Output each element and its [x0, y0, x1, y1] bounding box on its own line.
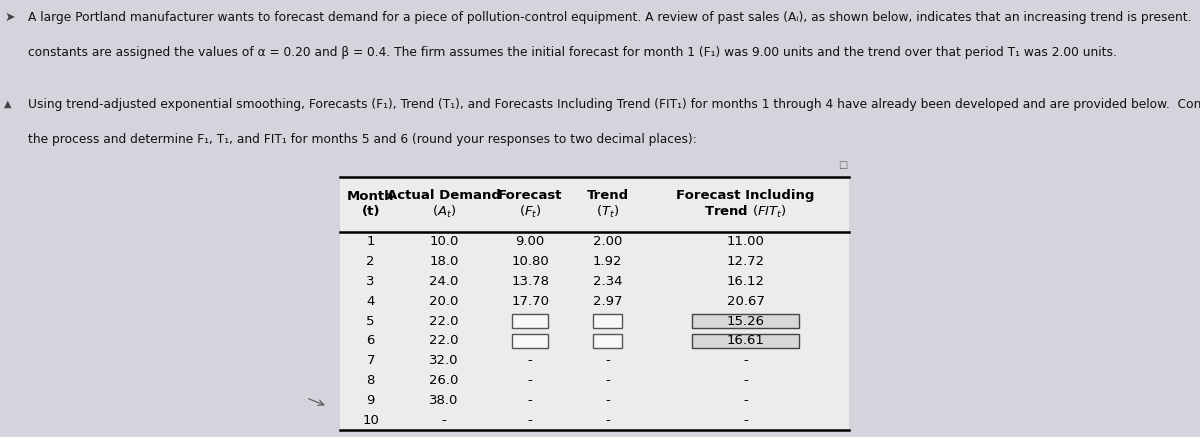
Text: 9: 9	[366, 394, 374, 407]
Text: 24.0: 24.0	[430, 275, 458, 288]
Text: 38.0: 38.0	[430, 394, 458, 407]
Text: 2.00: 2.00	[593, 235, 623, 248]
Text: 10.80: 10.80	[511, 255, 548, 268]
Text: 6: 6	[366, 334, 374, 347]
Text: Forecast Including
Trend $(FIT_t)$: Forecast Including Trend $(FIT_t)$	[677, 188, 815, 220]
Text: constants are assigned the values of α = 0.20 and β = 0.4. The firm assumes the : constants are assigned the values of α =…	[29, 46, 1117, 59]
Text: 3: 3	[366, 275, 374, 288]
Text: 15.26: 15.26	[726, 315, 764, 328]
Bar	[341, 177, 850, 430]
Text: -: -	[605, 374, 610, 387]
Text: Forecast
$(F_t)$: Forecast $(F_t)$	[498, 188, 563, 220]
Text: Actual Demand
$(A_t)$: Actual Demand $(A_t)$	[386, 188, 500, 220]
Text: Trend
$(T_t)$: Trend $(T_t)$	[587, 188, 629, 220]
Bar	[593, 334, 622, 348]
Text: 2.97: 2.97	[593, 295, 623, 308]
Text: 16.61: 16.61	[727, 334, 764, 347]
Text: 2.34: 2.34	[593, 275, 623, 288]
Text: Using trend-adjusted exponential smoothing, Forecasts (F₁), Trend (T₁), and Fore: Using trend-adjusted exponential smoothi…	[29, 98, 1200, 111]
Text: 32.0: 32.0	[430, 354, 458, 368]
Bar	[512, 334, 548, 348]
Text: 1.92: 1.92	[593, 255, 623, 268]
Text: -: -	[528, 354, 533, 368]
Text: 18.0: 18.0	[430, 255, 458, 268]
Text: □: □	[838, 160, 847, 170]
Text: 5: 5	[366, 315, 374, 328]
Text: -: -	[605, 414, 610, 427]
Bar	[691, 314, 799, 328]
Text: ▲: ▲	[5, 98, 12, 108]
Text: 12.72: 12.72	[726, 255, 764, 268]
Text: 13.78: 13.78	[511, 275, 550, 288]
Text: 2: 2	[366, 255, 374, 268]
Bar	[593, 314, 622, 328]
Text: 4: 4	[366, 295, 374, 308]
Text: 7: 7	[366, 354, 374, 368]
Text: -: -	[743, 394, 748, 407]
Text: Month
(t): Month (t)	[347, 190, 395, 218]
Text: 16.12: 16.12	[726, 275, 764, 288]
Text: 8: 8	[366, 374, 374, 387]
Text: -: -	[528, 374, 533, 387]
Text: 17.70: 17.70	[511, 295, 550, 308]
Text: 22.0: 22.0	[430, 315, 458, 328]
Bar	[512, 314, 548, 328]
Text: -: -	[605, 354, 610, 368]
Text: -: -	[528, 394, 533, 407]
Text: 10.0: 10.0	[430, 235, 458, 248]
Text: -: -	[442, 414, 446, 427]
Text: 22.0: 22.0	[430, 334, 458, 347]
Text: 11.00: 11.00	[727, 235, 764, 248]
Text: A large Portland manufacturer wants to forecast demand for a piece of pollution-: A large Portland manufacturer wants to f…	[29, 11, 1200, 24]
Text: 26.0: 26.0	[430, 374, 458, 387]
Text: 1: 1	[366, 235, 374, 248]
Text: -: -	[605, 394, 610, 407]
Text: 20.67: 20.67	[727, 295, 764, 308]
Text: -: -	[743, 374, 748, 387]
Text: -: -	[743, 354, 748, 368]
Text: the process and determine F₁, T₁, and FIT₁ for months 5 and 6 (round your respon: the process and determine F₁, T₁, and FI…	[29, 133, 697, 146]
Text: 20.0: 20.0	[430, 295, 458, 308]
Text: -: -	[528, 414, 533, 427]
Text: ➤: ➤	[5, 11, 14, 24]
Text: 9.00: 9.00	[516, 235, 545, 248]
Text: -: -	[743, 414, 748, 427]
Bar	[691, 334, 799, 348]
Text: 10: 10	[362, 414, 379, 427]
